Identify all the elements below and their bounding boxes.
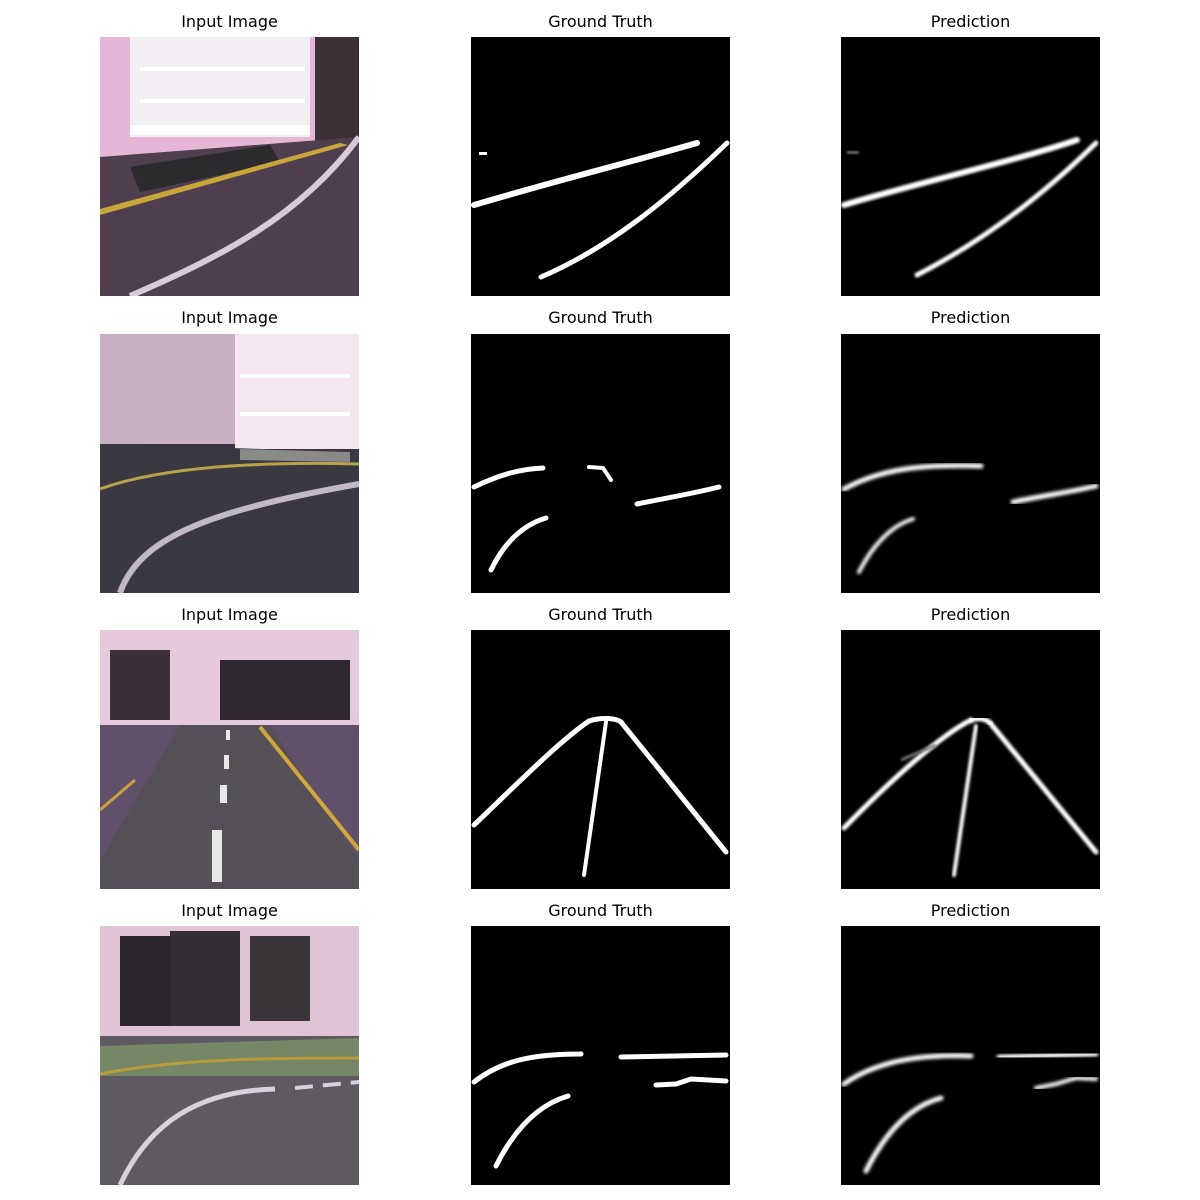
input-image-title: Input Image <box>181 605 278 624</box>
input-image-scene <box>100 37 359 296</box>
prediction-lanes <box>841 37 1100 296</box>
ground-truth-lanes <box>471 334 730 593</box>
prediction-lanes <box>841 334 1100 593</box>
input-image-panel <box>100 334 359 593</box>
ground-truth-title: Ground Truth <box>548 605 653 624</box>
input-image-title: Input Image <box>181 901 278 920</box>
input-image-panel <box>100 926 359 1185</box>
prediction-mask <box>841 37 1100 296</box>
ground-truth-lanes <box>471 630 730 889</box>
input-image-scene <box>100 334 359 593</box>
input-image-scene <box>100 926 359 1185</box>
prediction-title: Prediction <box>930 12 1011 31</box>
input-image-panel <box>100 630 359 889</box>
ground-truth-lanes <box>471 926 730 1185</box>
prediction-title: Prediction <box>930 308 1011 327</box>
ground-truth-title: Ground Truth <box>548 308 653 327</box>
input-image-panel <box>100 37 359 296</box>
prediction-title: Prediction <box>930 605 1011 624</box>
prediction-mask <box>841 334 1100 593</box>
ground-truth-title: Ground Truth <box>548 12 653 31</box>
ground-truth-lanes <box>471 37 730 296</box>
prediction-mask <box>841 630 1100 889</box>
ground-truth-mask <box>471 334 730 593</box>
prediction-mask <box>841 926 1100 1185</box>
prediction-lanes <box>841 630 1100 889</box>
prediction-lanes <box>841 926 1100 1185</box>
input-image-title: Input Image <box>181 12 278 31</box>
input-image-title: Input Image <box>181 308 278 327</box>
input-image-scene <box>100 630 359 889</box>
prediction-title: Prediction <box>930 901 1011 920</box>
ground-truth-mask <box>471 630 730 889</box>
ground-truth-title: Ground Truth <box>548 901 653 920</box>
ground-truth-mask <box>471 926 730 1185</box>
ground-truth-mask <box>471 37 730 296</box>
